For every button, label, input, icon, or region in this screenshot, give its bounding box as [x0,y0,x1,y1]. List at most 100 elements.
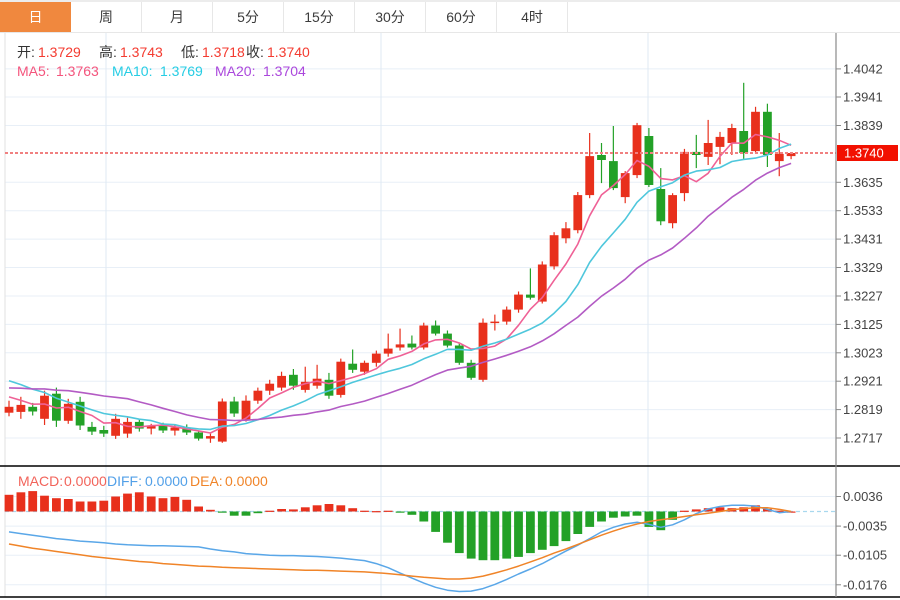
low-label: 低: [181,44,199,60]
candle-body [703,143,713,157]
candle-body [526,294,535,298]
candle-body [549,235,559,267]
tab-period-0[interactable]: 日 [0,2,71,32]
candle-body [632,125,642,176]
candle-body [431,325,440,334]
macd-hist-bar [763,509,772,512]
close-label: 收: [246,44,264,60]
price-tick-label: 1.3635 [843,175,883,190]
macd-hist-bar [407,511,417,515]
macd-hist-bar [549,511,559,547]
candle-body [727,128,737,143]
macd-hist-bar [52,498,61,512]
close-value: 1.3740 [267,44,310,60]
candle-body [573,195,583,231]
macd-hist-bar [680,510,689,512]
price-tick-label: 1.3023 [843,345,883,360]
price-axis: 1.4042 1.3941 1.3839 1.3635 1.3533 1.3431 1.33… [0,33,900,598]
tab-period-4[interactable]: 15分 [284,2,355,32]
candle-body [561,228,571,239]
macd-hist-bar [443,511,452,543]
candle-body [123,421,132,434]
candle-body [300,381,310,390]
macd-hist-bar [229,511,239,516]
macd-hist-bar [360,510,369,512]
macd-hist-bar [170,496,180,512]
candle-body [158,425,168,431]
macd-hist-bar [419,511,429,522]
macd-hist-bar [431,511,440,532]
candle-body [87,426,97,432]
ma5-value: 1.3763 [56,63,99,79]
tab-period-5[interactable]: 30分 [355,2,426,32]
tab-period-1[interactable]: 周 [71,2,142,32]
diff-line [8,504,792,593]
tab-period-3[interactable]: 5分 [213,2,284,32]
macd-hist-bar [312,505,322,512]
macd-hist-bar [478,511,488,561]
candle-body [597,155,606,160]
macd-value: 0.0000 [64,473,107,489]
period-toolbar: 日周月 5分 15分 30分 60分 4时 [0,0,900,33]
candle-body [265,383,275,391]
macd-hist-bar [217,511,227,513]
macd-tick-label: -0.0105 [843,548,887,563]
candle-body [786,153,796,157]
macd-hist-bar [182,499,192,512]
candle-body [170,427,180,431]
candle-body [371,353,381,363]
macd-hist-bar [134,492,144,512]
candle-body [502,309,512,322]
candle-body [336,361,346,395]
dea-value: 0.0000 [225,473,268,489]
macd-hist-bar [739,507,749,512]
macd-hist-bar [63,499,73,512]
candle-body [383,348,393,354]
grid-layer [4,33,836,597]
candle-body [4,406,14,413]
open-label: 开: [17,44,35,60]
macd-hist-bar [348,508,358,512]
ma20-line [8,162,792,422]
macd-hist-bar [336,505,346,512]
price-tick-label: 1.4042 [843,61,883,76]
macd-hist-bar [644,511,654,527]
macd-hist-bar [561,511,571,542]
price-tick-label: 1.3839 [843,118,883,133]
open-value: 1.3729 [38,44,81,60]
macd-hist-bar [371,511,381,513]
macd-hist-bar [656,511,666,531]
price-tick-label: 1.3941 [843,90,883,105]
macd-hist-bar [632,511,642,516]
macd-hist-bar [703,508,713,512]
macd-hist-bar [609,511,618,518]
candle-body [194,432,203,439]
macd-hist-bar [4,494,14,512]
macd-tick-label: -0.0176 [843,577,887,592]
macd-hist-bar [514,511,523,557]
macd-label: MACD: [18,473,63,489]
dea-label: DEA: [190,473,223,489]
candle-body [490,321,500,324]
candle-body [312,378,322,386]
tab-period-7[interactable]: 4时 [497,2,568,32]
candle-body [514,294,523,310]
price-tick-label: 1.3125 [843,317,883,332]
high-value: 1.3743 [120,44,163,60]
candle-body [656,189,666,222]
tab-period-2[interactable]: 月 [142,2,213,32]
price-tick-label: 1.3329 [843,260,883,275]
tab-period-6[interactable]: 60分 [426,2,497,32]
current-price-badge: 1.3740 [837,145,898,161]
ma20-value: 1.3704 [263,63,306,79]
candle-body [217,401,227,442]
macd-hist-bar [490,511,500,561]
price-tick-label: 1.3431 [843,232,883,247]
candle-body [585,156,595,196]
price-tick-label: 1.2921 [843,374,883,389]
macd-hist-bar [241,511,251,516]
candle-body [40,395,49,419]
macd-hist-bar [16,492,26,512]
